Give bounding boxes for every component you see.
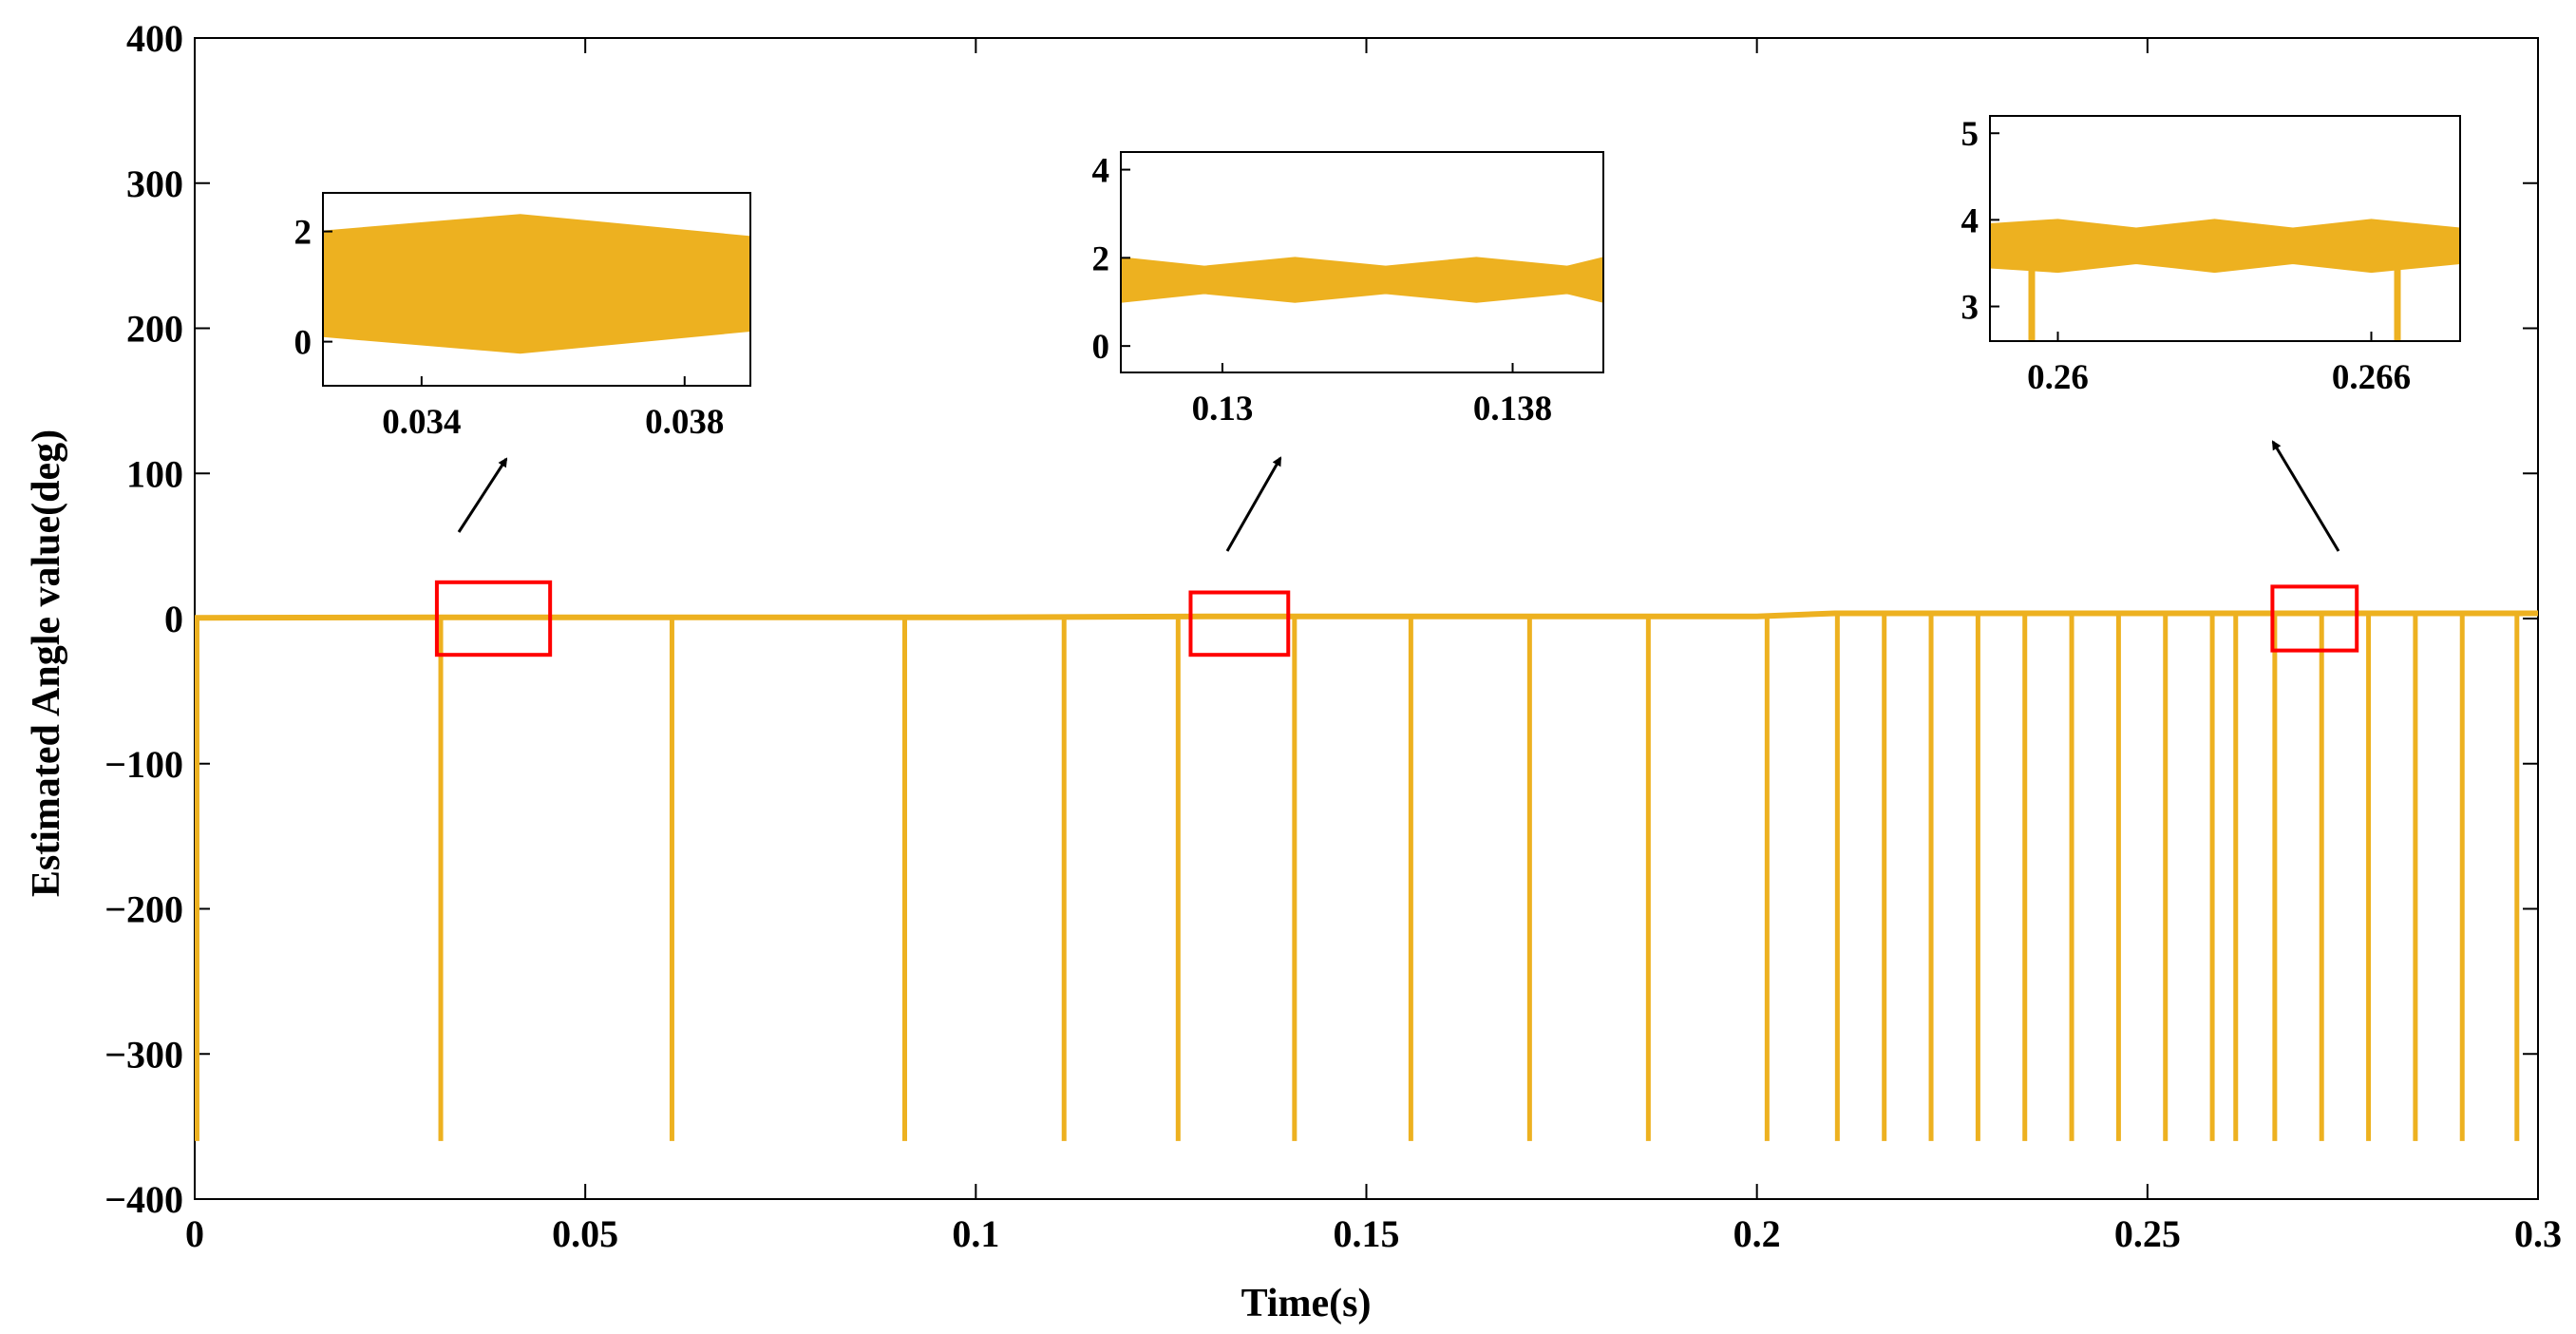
y-tick-label: 300 [126, 162, 183, 205]
inset-y-tick-label: 5 [1961, 115, 1979, 154]
x-tick-label: 0.3 [2514, 1212, 2562, 1255]
inset-plots: 0.034 0.038 0 2 0.13 0.138 0 2 4 0.26 0.266 3 4 5 [294, 115, 2461, 442]
x-tick-label: 0.2 [1733, 1212, 1781, 1255]
x-tick-label: 0.05 [552, 1212, 618, 1255]
inset-plot: 0.13 0.138 0 2 4 [1092, 151, 1604, 429]
y-axis-label: Estimated Angle value(deg) [25, 429, 68, 897]
inset-frame [1120, 151, 1604, 373]
inset-y-tick-label: 4 [1092, 152, 1110, 191]
inset-series [323, 214, 750, 354]
zoom-highlight-box [1188, 590, 1291, 657]
inset-x-tick-label: 0.138 [1473, 390, 1552, 429]
y-tick-label: −200 [104, 888, 183, 931]
inset-series-band [1990, 219, 2460, 274]
zoom-arrows [457, 440, 2340, 552]
inset-series [1990, 219, 2460, 341]
inset-plot: 0.034 0.038 0 2 [294, 192, 751, 442]
inset-y-tick-label: 0 [294, 324, 313, 363]
x-tick-label: 0.15 [1334, 1212, 1400, 1255]
inset-y-tick-label: 3 [1961, 289, 1979, 328]
x-tick-label: 0.25 [2114, 1212, 2181, 1255]
y-tick-label: 100 [126, 452, 183, 495]
x-tick-label: 0 [185, 1212, 204, 1255]
y-tick-label: −400 [104, 1178, 183, 1221]
series-baseline [195, 610, 2538, 621]
inset-frame [1989, 115, 2461, 342]
zoom-arrow [457, 457, 508, 533]
main-plot: 0 0.05 0.1 0.15 0.2 0.25 0.34003002001000−100−… [104, 17, 2562, 1255]
y-tick-label: −300 [104, 1033, 183, 1076]
zoom-arrow [1225, 456, 1282, 552]
inset-series-band [1121, 257, 1603, 303]
inset-x-tick-label: 0.034 [382, 403, 461, 442]
x-tick-label: 0.1 [952, 1212, 999, 1255]
zoom-highlight-box [2270, 584, 2359, 653]
y-tick-label: 200 [126, 308, 183, 351]
inset-frame [322, 192, 751, 387]
inset-y-tick-label: 4 [1961, 201, 1979, 240]
inset-series-band [323, 214, 750, 354]
zoom-highlight-box [434, 580, 553, 657]
y-tick-label: −100 [104, 743, 183, 786]
zoom-arrow [2271, 440, 2340, 552]
inset-series [1121, 257, 1603, 303]
inset-y-tick-label: 2 [1092, 239, 1110, 278]
inset-x-tick-label: 0.26 [2027, 358, 2089, 397]
y-tick-label: 400 [126, 17, 183, 60]
y-tick-label: 0 [164, 598, 183, 640]
inset-y-tick-label: 0 [1092, 328, 1110, 367]
inset-y-tick-label: 2 [294, 214, 313, 253]
inset-x-tick-label: 0.038 [645, 403, 724, 442]
x-axis-label: Time(s) [1241, 1282, 1372, 1325]
series-line [195, 610, 2538, 1141]
inset-x-tick-label: 0.266 [2332, 358, 2411, 397]
inset-plot: 0.26 0.266 3 4 5 [1961, 115, 2461, 397]
inset-x-tick-label: 0.13 [1192, 390, 1254, 429]
highlight-boxes [434, 580, 2359, 657]
